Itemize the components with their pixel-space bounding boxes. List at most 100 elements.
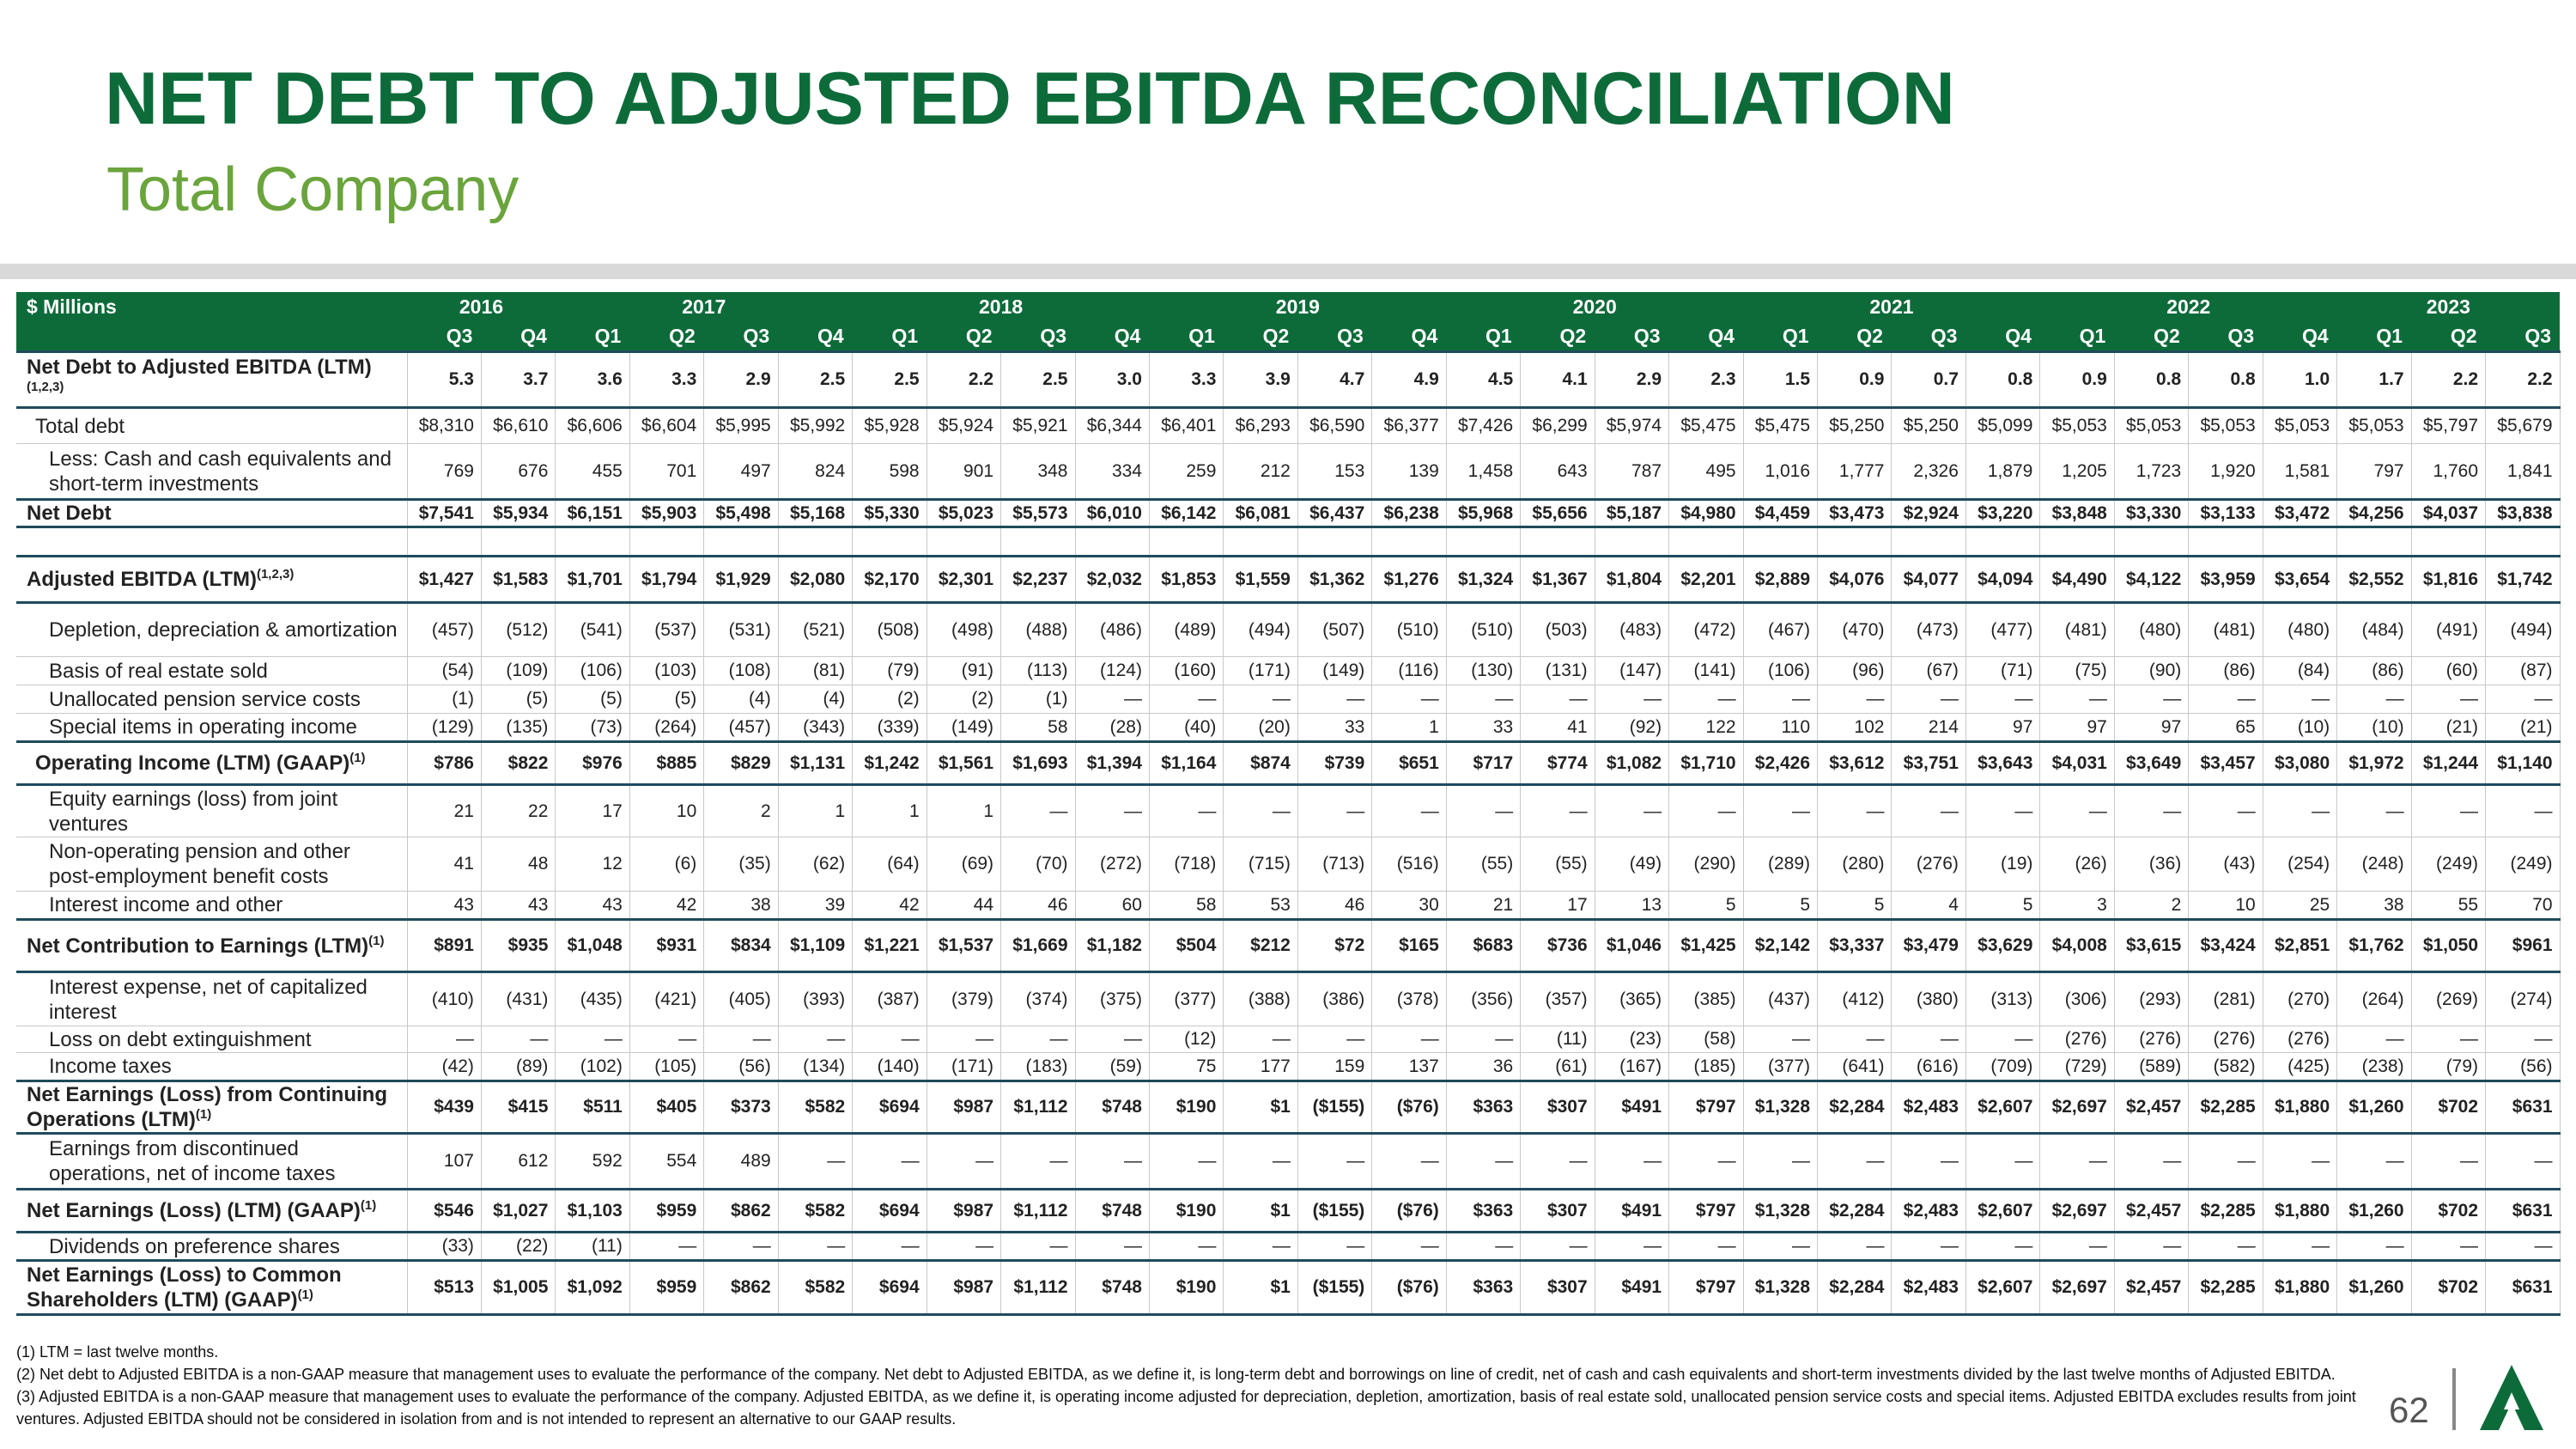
value-cell: $1,701 [555, 555, 630, 604]
value-cell: $582 [778, 1080, 854, 1135]
value-cell: $6,293 [1223, 407, 1298, 444]
value-cell: $2,483 [1891, 1188, 1966, 1233]
value-cell: — [1595, 685, 1670, 714]
value-cell: 33 [1446, 713, 1522, 742]
value-cell: $6,299 [1520, 407, 1595, 444]
value-cell: 10 [2188, 891, 2263, 920]
value-cell: — [1520, 1232, 1595, 1261]
value-cell: — [1743, 685, 1819, 714]
footnote: (3) Adjusted EBITDA is a non-GAAP measur… [16, 1388, 2356, 1428]
footnote: (2) Net debt to Adjusted EBITDA is a non… [16, 1366, 2336, 1383]
value-cell: $1,762 [2336, 918, 2412, 973]
value-cell: $1,853 [1149, 555, 1224, 604]
value-cell: ($155) [1297, 1259, 1373, 1316]
value-cell: — [1149, 1133, 1224, 1190]
value-cell: (269) [2411, 971, 2487, 1026]
value-cell: $5,992 [778, 407, 854, 444]
value-cell: $3,649 [2114, 740, 2190, 786]
value-cell: 97 [2039, 713, 2115, 742]
year-header: 2022 [2039, 292, 2337, 321]
year-header: 2017 [555, 292, 853, 321]
table-row: Equity earnings (loss) from joint ventur… [16, 784, 2561, 837]
value-cell: 33 [1297, 713, 1373, 742]
value-cell: $5,679 [2485, 407, 2561, 444]
value-cell: (60) [2411, 656, 2487, 685]
value-cell: — [1223, 1232, 1298, 1261]
value-cell: 1,581 [2263, 443, 2338, 500]
value-cell: $862 [703, 1188, 779, 1233]
value-cell: $4,256 [2336, 498, 2412, 528]
row-label-text: Unallocated pension service costs [49, 687, 361, 711]
value-cell: — [2039, 1232, 2115, 1261]
value-cell: $822 [481, 740, 556, 786]
value-cell: $5,968 [1446, 498, 1522, 528]
value-cell: (40) [1149, 713, 1224, 742]
value-cell: $4,459 [1743, 498, 1819, 528]
value-cell: $5,656 [1520, 498, 1595, 528]
empty-cell [1817, 527, 1893, 557]
value-cell: (425) [2263, 1052, 2338, 1081]
value-cell: $363 [1446, 1080, 1522, 1135]
value-cell: $739 [1297, 740, 1373, 786]
quarter-header: Q3 [2485, 321, 2561, 352]
value-cell: 1,760 [2411, 443, 2487, 500]
value-cell: $631 [2485, 1259, 2561, 1316]
empty-cell [1223, 527, 1298, 557]
empty-cell [481, 527, 556, 557]
empty-cell [778, 527, 854, 557]
value-cell: — [1371, 685, 1447, 714]
value-cell: 41 [407, 837, 482, 892]
value-cell: — [1965, 1232, 2041, 1261]
value-cell: — [1297, 784, 1373, 837]
value-cell: 1 [778, 784, 854, 837]
value-cell: (254) [2263, 837, 2338, 892]
value-cell: (379) [927, 971, 1002, 1026]
value-cell: $2,285 [2188, 1080, 2263, 1135]
empty-cell [1297, 527, 1373, 557]
value-cell: 36 [1446, 1052, 1522, 1081]
value-cell: (377) [1743, 1052, 1819, 1081]
value-cell: 2.2 [927, 350, 1002, 409]
value-cell: 153 [1297, 443, 1373, 500]
value-cell: (5) [629, 685, 705, 714]
value-cell: $631 [2485, 1188, 2561, 1233]
value-cell: $2,284 [1817, 1188, 1893, 1233]
value-cell: $546 [407, 1188, 482, 1233]
value-cell: — [2411, 685, 2487, 714]
value-cell: (616) [1891, 1052, 1966, 1081]
empty-cell [2336, 527, 2412, 557]
row-label: Less: Cash and cash equivalents and shor… [16, 443, 408, 500]
empty-cell [1595, 527, 1670, 557]
value-cell: $3,643 [1965, 740, 2041, 786]
value-cell: — [2336, 1133, 2412, 1190]
value-cell: 5 [1743, 891, 1819, 920]
value-cell: $5,924 [927, 407, 1002, 444]
row-label-text: Total debt [35, 414, 125, 438]
value-cell: — [1965, 1133, 2041, 1190]
empty-cell [1000, 527, 1076, 557]
value-cell: — [1520, 1133, 1595, 1190]
value-cell: ($76) [1371, 1080, 1447, 1135]
value-cell: $165 [1371, 918, 1447, 973]
value-cell: (35) [703, 837, 779, 892]
value-cell: $8,310 [407, 407, 482, 444]
value-cell: $2,607 [1965, 1080, 2041, 1135]
value-cell: (375) [1075, 971, 1150, 1026]
value-cell: $1,048 [555, 918, 630, 973]
value-cell: (160) [1149, 656, 1224, 685]
footnote-ref: (1,2,3) [27, 380, 64, 394]
logo [2452, 1365, 2543, 1430]
value-cell: 21 [1446, 891, 1522, 920]
value-cell: 0.7 [1891, 350, 1966, 409]
value-cell: $5,053 [2188, 407, 2263, 444]
footnotes: (1) LTM = last twelve months. (2) Net deb… [16, 1341, 2421, 1430]
value-cell: (494) [2485, 602, 2561, 657]
value-cell: $5,187 [1595, 498, 1670, 528]
quarter-header: Q1 [1743, 321, 1818, 352]
value-cell: $504 [1149, 918, 1224, 973]
value-cell: 1 [1371, 713, 1447, 742]
subtitle: Total Company [106, 155, 519, 224]
value-cell: — [1075, 784, 1150, 837]
value-cell: — [1817, 685, 1893, 714]
